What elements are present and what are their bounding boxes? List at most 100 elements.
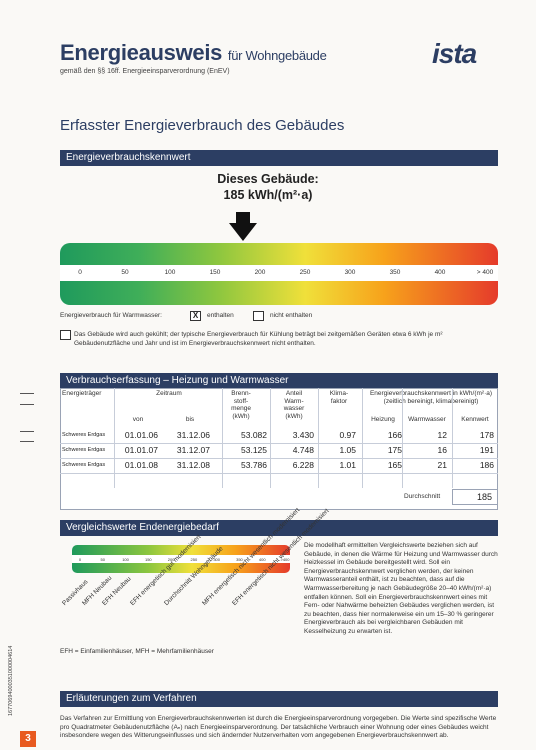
vergleich-tick-label: 250 (190, 557, 198, 562)
vergleich-tick-label: 200 (167, 557, 175, 562)
col-anteil-warmwasser: Anteil Warm- wasser (kWh) (283, 390, 305, 420)
table-cell-anteil: 4.748 (292, 445, 314, 455)
scale-tick-label: 150 (209, 269, 221, 276)
scale-tick-label: 400 (434, 269, 446, 276)
durchschnitt-value: 185 (476, 492, 492, 502)
page-title: Energieausweis für Wohngebäude (60, 40, 327, 66)
indicator-arrow-icon (229, 223, 257, 241)
nicht-enthalten-label: nicht enthalten (270, 312, 313, 319)
vergleich-tick-band (72, 555, 290, 563)
table-cell-warmwasser: 21 (437, 460, 447, 470)
column-divider (452, 388, 453, 488)
vergleich-tick-label: 100 (122, 557, 129, 562)
erlaeuterungen-text: Das Verfahren zur Ermittlung von Energie… (60, 715, 497, 740)
vergleich-tick-label: >400 (280, 557, 290, 562)
margin-mark (20, 441, 34, 442)
table-cell-menge: 53.786 (241, 460, 267, 470)
kuehlung-checkbox[interactable] (60, 330, 71, 340)
column-divider (402, 388, 403, 488)
verbrauch-table-frame (60, 388, 498, 510)
scale-tick-band (60, 265, 498, 281)
durchschnitt-label: Durchschnitt (404, 493, 441, 500)
energy-scale (60, 243, 498, 305)
table-cell-menge: 53.082 (241, 430, 267, 440)
vergleich-tick-label: 350 (236, 557, 243, 562)
table-cell-traeger: Schweres Erdgas (62, 432, 106, 438)
nicht-enthalten-checkbox[interactable] (253, 311, 264, 321)
column-divider (362, 388, 363, 488)
erlaeuterungen-bar: Erläuterungen zum Verfahren (60, 691, 498, 707)
section-title: Erfasster Energieverbrauch des Gebäudes (60, 117, 345, 134)
table-cell-traeger: Schweres Erdgas (62, 447, 106, 453)
enthalten-checkbox[interactable]: X (190, 311, 201, 321)
column-divider (270, 388, 271, 488)
verbrauch-bar: Verbrauchserfassung – Heizung und Warmwa… (60, 373, 498, 389)
table-cell-heizung: 165 (387, 460, 402, 470)
vergleich-bar: Vergleichswerte Endenergiebedarf (60, 520, 498, 536)
table-cell-menge: 53.125 (241, 445, 267, 455)
margin-mark (20, 431, 34, 432)
column-divider (114, 388, 115, 488)
side-code: 16770694000351000004614 (8, 645, 14, 716)
table-cell-bis: 31.12.06 (176, 430, 210, 440)
col-heizung: Heizung (371, 416, 395, 423)
table-cell-heizung: 166 (387, 430, 402, 440)
dieses-gebaeude-value: 185 kWh/(m²·a) (223, 188, 313, 202)
title-main: Energieausweis (60, 40, 223, 65)
enthalten-label: enthalten (207, 312, 234, 319)
col-zeitraum: Zeitraum (156, 390, 182, 397)
legend-note: EFH = Einfamilienhäuser, MFH = Mehrfamil… (60, 648, 214, 655)
vergleich-tick-label: 150 (144, 557, 152, 562)
row-divider (60, 458, 498, 459)
scale-tick-label: 100 (164, 269, 176, 276)
table-cell-anteil: 6.228 (292, 460, 314, 470)
col-bis: bis (185, 416, 195, 423)
table-cell-warmwasser: 12 (437, 430, 447, 440)
col-brennstoffmenge: Brenn- stoff- menge (kWh) (231, 390, 251, 420)
indicator-arrow-stem (236, 212, 250, 224)
column-divider (222, 388, 223, 488)
vergleich-explanation: Die modellhaft ermittelten Vergleichswer… (304, 542, 498, 635)
table-cell-bis: 31.12.08 (176, 460, 210, 470)
dieses-gebaeude-label: Dieses Gebäude: (217, 172, 319, 186)
table-cell-von: 01.01.06 (124, 430, 158, 440)
table-cell-kennwert: 186 (479, 460, 494, 470)
kuehlung-text: Das Gebäude wird auch gekühlt; der typis… (74, 331, 443, 347)
logo-text: ista (432, 38, 477, 69)
scale-tick-label: 50 (121, 269, 129, 276)
scale-tick-label: 0 (78, 269, 82, 276)
column-divider (318, 388, 319, 488)
scale-tick-label: 250 (299, 269, 311, 276)
table-cell-bis: 31.12.07 (176, 445, 210, 455)
table-cell-kennwert: 178 (479, 430, 494, 440)
table-cell-klima: 0.97 (339, 430, 356, 440)
col-kennwert-group: Energieverbrauchskennwert in kWh/(m²·a) … (369, 390, 493, 405)
scale-tick-label: 350 (389, 269, 401, 276)
table-cell-von: 01.01.07 (124, 445, 158, 455)
table-cell-warmwasser: 16 (437, 445, 447, 455)
scale-tick-label: 200 (254, 269, 266, 276)
table-cell-klima: 1.01 (339, 460, 356, 470)
col-energietraeger: Energieträger (62, 390, 102, 397)
col-warmwasser: Warmwasser (408, 416, 446, 423)
table-cell-klima: 1.05 (339, 445, 356, 455)
vergleich-scale (72, 545, 290, 573)
margin-mark (20, 404, 34, 405)
vergleich-tick-label: 0 (78, 557, 82, 562)
ista-logo: ista (432, 38, 477, 70)
page-subtitle: gemäß den §§ 16ff. Energieeinsparverordn… (60, 68, 230, 75)
vergleich-tick-label: 50 (100, 557, 105, 562)
page-number: 3 (20, 731, 36, 747)
margin-mark (20, 393, 34, 394)
col-klimafaktor: Klima- faktor (329, 390, 349, 405)
vergleich-tick-label: 400 (258, 557, 266, 562)
table-cell-kennwert: 191 (479, 445, 494, 455)
table-cell-heizung: 175 (387, 445, 402, 455)
warmwasser-label: Energieverbrauch für Warmwasser: (60, 312, 162, 319)
col-von: von (132, 416, 144, 423)
table-cell-von: 01.01.08 (124, 460, 158, 470)
col-kennwert: Kennwert (461, 416, 489, 423)
kennwert-bar: Energieverbrauchskennwert (60, 150, 498, 166)
row-divider (60, 473, 498, 474)
